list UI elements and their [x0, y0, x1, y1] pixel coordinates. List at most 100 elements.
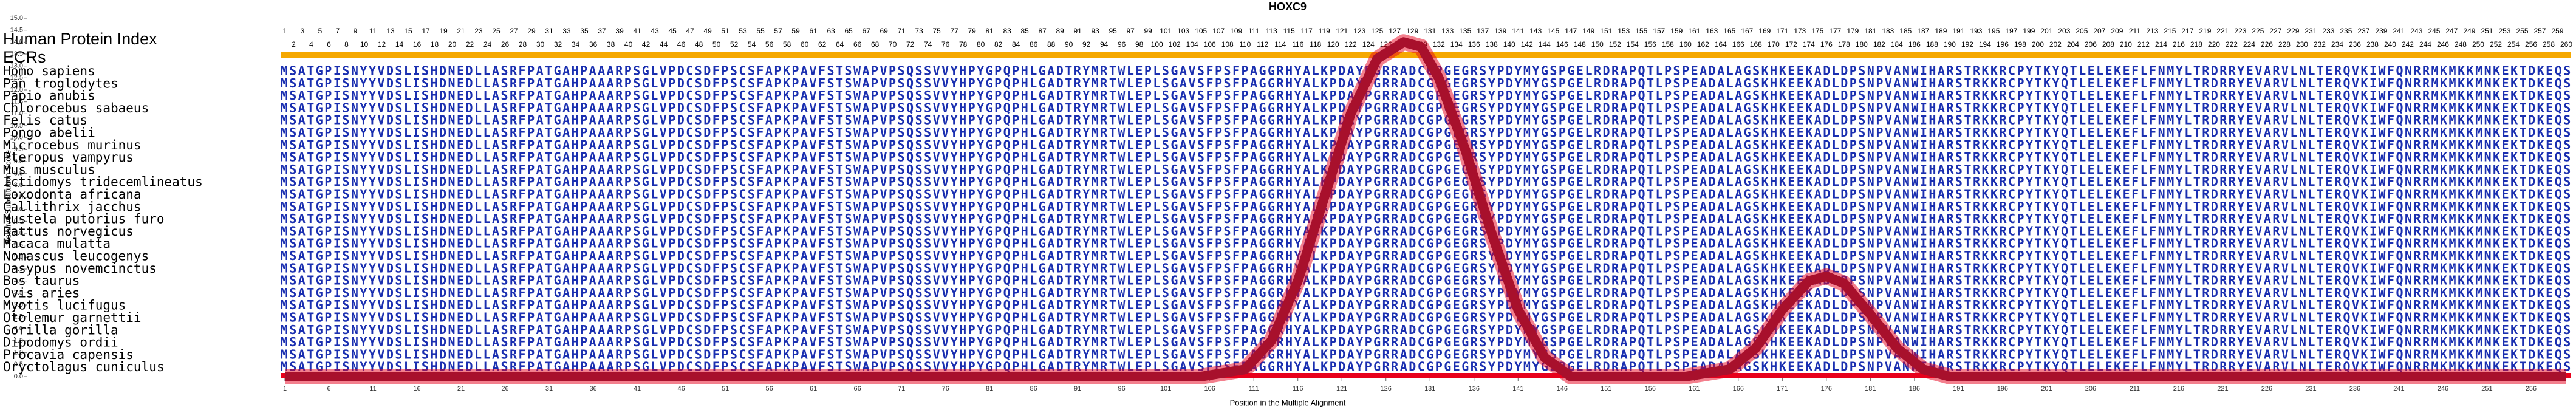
position-number: 54 [748, 40, 756, 49]
species-name: Gorilla gorilla [3, 323, 118, 337]
position-number: 21 [457, 27, 465, 35]
position-number: 55 [756, 27, 765, 35]
y-tick-label: 2.5 [14, 313, 23, 321]
position-number: 221 [2216, 27, 2229, 35]
position-number: 87 [1038, 27, 1047, 35]
position-number: 207 [2093, 27, 2105, 35]
x-tick-label: 96 [1118, 385, 1126, 392]
y-tick-label: 2.0 [14, 325, 23, 332]
species-name: Bos taurus [3, 273, 80, 288]
x-tick-label: 81 [986, 385, 993, 392]
position-number: 112 [1257, 40, 1268, 49]
position-number: 195 [1987, 27, 2000, 35]
position-number: 45 [668, 27, 677, 35]
position-number: 6 [327, 40, 331, 49]
position-number: 222 [2226, 40, 2238, 49]
x-tick-label: 251 [2481, 385, 2492, 392]
position-number: 161 [1688, 27, 1700, 35]
position-number: 117 [1301, 27, 1313, 35]
position-number: 159 [1670, 27, 1683, 35]
position-number: 46 [677, 40, 686, 49]
position-number: 259 [2551, 27, 2563, 35]
position-number: 203 [2058, 27, 2070, 35]
position-number: 63 [827, 27, 835, 35]
position-number: 127 [1389, 27, 1401, 35]
x-tick-label: 1 [283, 385, 287, 392]
position-number: 233 [2322, 27, 2334, 35]
position-number: 241 [2393, 27, 2405, 35]
y-tick-label: 13.0 [10, 63, 23, 70]
position-number: 44 [660, 40, 668, 49]
position-number: 204 [2067, 40, 2079, 49]
position-number: 132 [1433, 40, 1445, 49]
position-number: 30 [536, 40, 545, 49]
position-number: 72 [906, 40, 915, 49]
position-number: 77 [950, 27, 958, 35]
x-tick-label: 46 [677, 385, 685, 392]
y-tick-label: 13.5 [10, 50, 23, 58]
y-tick-label: 0.5 [14, 361, 23, 368]
position-number: 213 [2146, 27, 2158, 35]
position-number: 33 [562, 27, 571, 35]
position-number: 198 [2014, 40, 2026, 49]
position-number: 129 [1406, 27, 1418, 35]
position-number: 247 [2445, 27, 2458, 35]
position-number: 59 [791, 27, 800, 35]
x-tick-label: 156 [1645, 385, 1656, 392]
position-number: 11 [369, 27, 377, 35]
position-number: 144 [1539, 40, 1551, 49]
position-number: 122 [1345, 40, 1357, 49]
y-tick-label: 1.5 [14, 337, 23, 344]
position-number: 70 [889, 40, 897, 49]
position-number: 189 [1935, 27, 1947, 35]
y-tick-label: 3.5 [14, 289, 23, 296]
x-tick-label: 111 [1249, 385, 1259, 392]
position-number: 177 [1829, 27, 1841, 35]
position-number: 102 [1169, 40, 1181, 49]
position-number: 106 [1204, 40, 1216, 49]
position-number: 42 [642, 40, 651, 49]
x-tick-label: 106 [1204, 385, 1215, 392]
position-number: 146 [1556, 40, 1568, 49]
position-number: 229 [2287, 27, 2299, 35]
position-number: 116 [1292, 40, 1303, 49]
position-number: 186 [1908, 40, 1921, 49]
position-number: 50 [712, 40, 721, 49]
position-number: 238 [2366, 40, 2379, 49]
position-number: 142 [1521, 40, 1533, 49]
position-number: 192 [1961, 40, 1973, 49]
position-number: 215 [2164, 27, 2176, 35]
position-number: 148 [1574, 40, 1586, 49]
y-tick-label: 4.5 [14, 265, 23, 273]
position-number: 240 [2384, 40, 2396, 49]
position-number: 197 [2005, 27, 2017, 35]
position-number: 121 [1336, 27, 1348, 35]
position-number: 194 [1979, 40, 1991, 49]
position-number: 91 [1073, 27, 1082, 35]
position-number: 31 [545, 27, 553, 35]
position-number: 67 [862, 27, 870, 35]
position-number: 210 [2120, 40, 2132, 49]
position-number: 205 [2075, 27, 2088, 35]
species-name: Otolemur garnettii [3, 310, 142, 325]
position-number: 23 [474, 27, 483, 35]
position-number: 170 [1768, 40, 1780, 49]
x-tick-label: 21 [457, 385, 465, 392]
position-number: 184 [1891, 40, 1903, 49]
y-tick-label: 14.0 [10, 38, 23, 46]
position-number: 3 [301, 27, 305, 35]
position-number: 237 [2357, 27, 2369, 35]
position-number: 105 [1195, 27, 1207, 35]
position-number: 52 [730, 40, 739, 49]
position-number: 103 [1177, 27, 1189, 35]
x-tick-label: 31 [545, 385, 553, 392]
position-number: 62 [818, 40, 827, 49]
position-number: 104 [1186, 40, 1198, 49]
position-number: 107 [1212, 27, 1225, 35]
position-number: 58 [783, 40, 791, 49]
position-number: 202 [2049, 40, 2062, 49]
position-number: 110 [1239, 40, 1251, 49]
position-number: 34 [572, 40, 580, 49]
position-number: 160 [1679, 40, 1692, 49]
position-number: 223 [2234, 27, 2246, 35]
